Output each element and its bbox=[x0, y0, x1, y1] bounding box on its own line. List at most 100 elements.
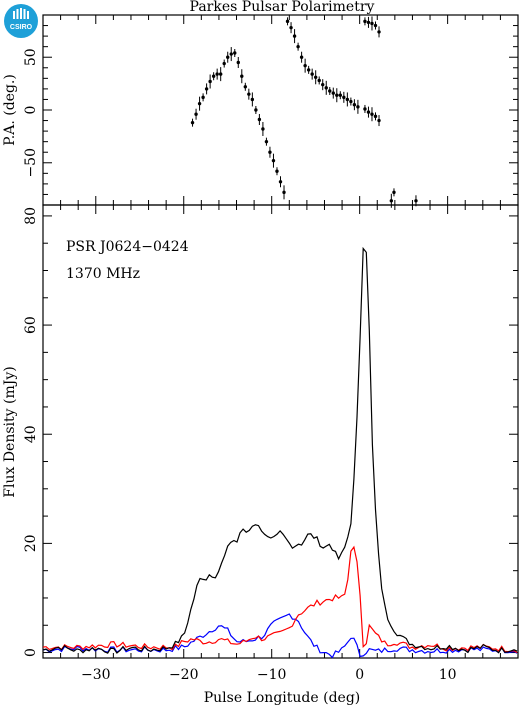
pa-point bbox=[236, 60, 240, 65]
pa-y-tick-labels: −50 0 50 bbox=[23, 48, 39, 177]
flux-y-tick-label: 0 bbox=[23, 648, 39, 657]
pa-point bbox=[296, 44, 300, 49]
pa-point bbox=[211, 74, 216, 78]
flux-y-tick-labels: 0 20 40 60 80 bbox=[23, 207, 39, 657]
pa-point bbox=[215, 72, 219, 76]
flux-panel-frame bbox=[42, 204, 519, 659]
pa-point bbox=[389, 199, 394, 203]
pa-point bbox=[392, 190, 396, 195]
pa-point bbox=[289, 25, 293, 30]
pa-point bbox=[194, 112, 198, 116]
pa-point bbox=[345, 97, 350, 102]
x-axis-label: Pulse Longitude (deg) bbox=[204, 690, 361, 706]
pa-panel: −50 0 50 P.A. (deg.) bbox=[2, 14, 519, 208]
pa-point bbox=[268, 150, 272, 154]
logo-bar bbox=[16, 9, 19, 19]
pa-point bbox=[264, 139, 269, 144]
pa-point bbox=[377, 30, 381, 34]
pa-y-axis-label: P.A. (deg.) bbox=[2, 74, 18, 146]
pa-point bbox=[352, 103, 357, 107]
pa-point bbox=[342, 95, 346, 100]
pa-point bbox=[226, 55, 230, 59]
pulsar-name-annotation: PSR J0624−0424 bbox=[66, 239, 189, 255]
pa-point bbox=[275, 169, 279, 173]
pa-point bbox=[363, 19, 367, 24]
logo-bar bbox=[27, 11, 29, 19]
logo-text: CSIRO bbox=[10, 24, 33, 31]
frequency-annotation: 1370 MHz bbox=[66, 266, 140, 282]
pa-point bbox=[204, 87, 209, 91]
flux-y-tick-label: 40 bbox=[23, 425, 39, 443]
flux-y-tick-label: 20 bbox=[23, 534, 39, 552]
pa-point bbox=[271, 158, 276, 163]
x-tick-label: −30 bbox=[81, 667, 111, 683]
pa-point bbox=[285, 19, 290, 24]
flux-x-tick-labels: −30 −20 −10 0 10 bbox=[81, 667, 457, 683]
pa-point bbox=[370, 21, 374, 26]
pa-point bbox=[261, 127, 265, 131]
pa-point bbox=[338, 93, 343, 97]
pa-point bbox=[229, 52, 233, 56]
pa-point bbox=[363, 107, 367, 111]
logo-bar bbox=[20, 8, 22, 19]
pa-point bbox=[197, 101, 202, 106]
pa-point bbox=[328, 89, 332, 93]
flux-axis-ticks bbox=[42, 205, 519, 658]
chart-title: Parkes Pulsar Polarimetry bbox=[190, 0, 375, 15]
flux-y-tick-label: 60 bbox=[23, 316, 39, 334]
flux-series-line bbox=[42, 545, 518, 654]
pa-point bbox=[208, 79, 212, 84]
pa-point bbox=[306, 68, 311, 72]
logo-bar bbox=[13, 11, 15, 19]
pa-point bbox=[373, 114, 378, 119]
flux-series-lines bbox=[42, 246, 518, 659]
pa-point bbox=[331, 91, 335, 95]
pa-point bbox=[303, 63, 307, 68]
pa-point bbox=[324, 86, 328, 90]
pa-point bbox=[233, 51, 237, 55]
pa-point bbox=[218, 72, 223, 76]
pa-point bbox=[292, 34, 297, 38]
pa-point bbox=[377, 118, 381, 123]
pa-point bbox=[349, 99, 353, 104]
pa-point bbox=[317, 78, 321, 83]
pa-point bbox=[373, 23, 378, 28]
x-tick-label: 10 bbox=[439, 667, 457, 683]
pa-point bbox=[299, 55, 304, 59]
pa-point bbox=[370, 112, 374, 116]
logo-circle bbox=[4, 4, 38, 38]
pa-y-tick-label: 0 bbox=[23, 106, 39, 115]
pa-point bbox=[335, 93, 339, 97]
flux-panel: 0 20 40 60 80 −30 −20 −10 0 10 PSR J0624−0424 13… bbox=[2, 204, 519, 706]
pa-point bbox=[257, 117, 262, 122]
pa-point bbox=[356, 105, 360, 109]
flux-series-line bbox=[42, 246, 518, 654]
flux-y-axis-label: Flux Density (mJy) bbox=[2, 366, 18, 497]
x-tick-label: −20 bbox=[169, 667, 199, 683]
pa-point bbox=[414, 199, 418, 203]
csiro-logo: CSIRO bbox=[4, 4, 38, 38]
pa-point bbox=[240, 74, 244, 78]
pa-point bbox=[282, 190, 286, 195]
pa-point bbox=[366, 110, 371, 114]
pa-point bbox=[254, 108, 258, 112]
pa-point bbox=[247, 92, 251, 96]
pa-data-points bbox=[190, 16, 418, 208]
pa-y-tick-label: −50 bbox=[23, 148, 39, 178]
pa-point bbox=[222, 61, 226, 66]
pa-y-tick-label: 50 bbox=[23, 48, 39, 66]
flux-y-tick-label: 80 bbox=[23, 207, 39, 225]
pa-point bbox=[366, 20, 371, 25]
pa-point bbox=[190, 120, 195, 125]
x-tick-label: −10 bbox=[257, 667, 287, 683]
pa-point bbox=[201, 95, 205, 100]
pa-point bbox=[278, 180, 283, 184]
pa-point bbox=[321, 82, 325, 87]
x-tick-label: 0 bbox=[355, 667, 364, 683]
pa-point bbox=[313, 75, 318, 79]
pa-point bbox=[310, 72, 314, 76]
pa-point bbox=[243, 85, 248, 89]
pa-point bbox=[250, 97, 255, 102]
logo-bar bbox=[23, 9, 26, 19]
